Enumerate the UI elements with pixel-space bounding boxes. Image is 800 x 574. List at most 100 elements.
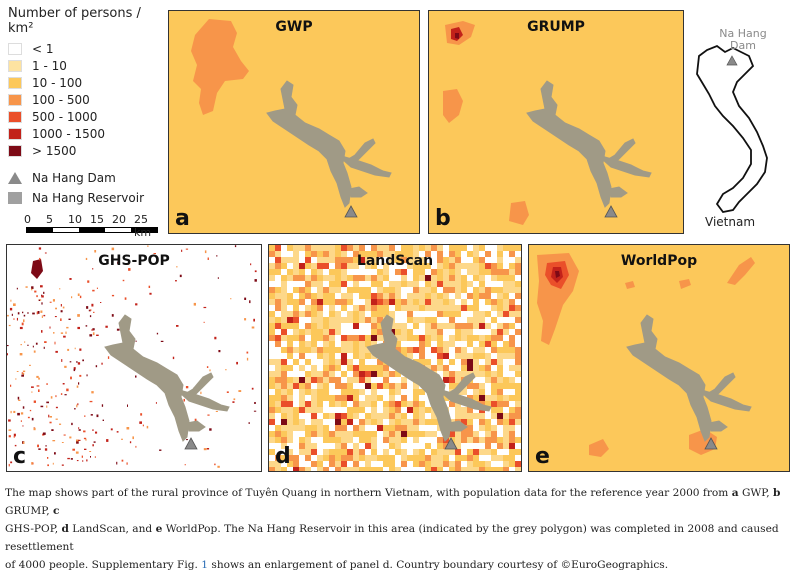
density-cell (269, 335, 275, 341)
density-cell (335, 461, 341, 467)
density-cell (317, 257, 323, 263)
density-cell (347, 275, 353, 281)
settlement-pixel (60, 304, 62, 307)
density-cell (281, 281, 287, 287)
density-cell (293, 257, 299, 263)
map-panel-gwp: GWP a (168, 10, 420, 234)
density-cell (461, 407, 467, 413)
density-cell (281, 293, 287, 299)
settlement-pixel (18, 399, 21, 401)
density-cell (389, 425, 395, 431)
density-cell (275, 365, 281, 371)
density-cell (371, 407, 377, 413)
density-cell (281, 383, 287, 389)
density-cell (497, 443, 503, 449)
density-cell (467, 323, 473, 329)
settlement-pixel (86, 374, 88, 377)
density-cell (407, 287, 413, 293)
settlement-pixel (116, 431, 119, 433)
settlement-pixel (153, 253, 156, 255)
density-cell (335, 467, 341, 471)
legend-class: 10 - 100 (8, 74, 168, 91)
settlement-pixel (49, 421, 52, 424)
density-cell (419, 323, 425, 329)
density-cell (413, 425, 419, 431)
settlement-pixel (159, 449, 162, 451)
density-cell (275, 377, 281, 383)
density-cell (281, 461, 287, 467)
density-cell (359, 347, 365, 353)
density-cell (413, 401, 419, 407)
density-cell (461, 467, 467, 471)
density-cell (479, 329, 485, 335)
density-cell (269, 419, 275, 425)
density-cell (401, 269, 407, 275)
density-cell (515, 293, 521, 299)
density-cell (287, 245, 293, 251)
density-cell (335, 335, 341, 341)
density-cell (359, 245, 365, 251)
density-cell (515, 347, 521, 353)
settlement-pixel (35, 342, 38, 345)
scale-bar-segments (26, 227, 158, 233)
density-cell (323, 437, 329, 443)
density-cell (401, 407, 407, 413)
density-cell (401, 257, 407, 263)
density-cell (287, 461, 293, 467)
settlement-pixel (8, 429, 12, 431)
density-cell (269, 455, 275, 461)
density-cell (365, 323, 371, 329)
density-cell (407, 401, 413, 407)
density-cell (317, 275, 323, 281)
density-cell (389, 443, 395, 449)
settlement-pixel (36, 295, 38, 298)
map-canvas (7, 245, 261, 471)
density-cell (281, 443, 287, 449)
density-cell (299, 299, 305, 305)
settlement-pixel (19, 326, 23, 330)
density-cell (497, 467, 503, 471)
density-cell (479, 245, 485, 251)
density-cell (335, 299, 341, 305)
density-cell (365, 311, 371, 317)
legend-class-label: 500 - 1000 (32, 109, 98, 124)
settlement-pixel (135, 375, 137, 378)
density-cell (365, 353, 371, 359)
density-cell (365, 455, 371, 461)
density-cell (377, 365, 383, 371)
density-cell (281, 365, 287, 371)
density-cell (365, 419, 371, 425)
density-cell (461, 323, 467, 329)
density-cell (395, 377, 401, 383)
density-cell (293, 389, 299, 395)
density-cell (503, 413, 509, 419)
density-cell (473, 425, 479, 431)
density-cell (275, 341, 281, 347)
density-cell (497, 449, 503, 455)
density-cell (275, 281, 281, 287)
figure-link[interactable]: 1 (201, 559, 209, 571)
density-cell (467, 383, 473, 389)
density-cell (479, 425, 485, 431)
density-cell (275, 443, 281, 449)
density-cell (335, 449, 341, 455)
density-cell (431, 419, 437, 425)
density-cell (497, 305, 503, 311)
settlement-pixel (68, 318, 71, 320)
density-cell (485, 431, 491, 437)
density-cell (371, 383, 377, 389)
density-cell (395, 317, 401, 323)
density-cell (485, 341, 491, 347)
density-cell (311, 395, 317, 401)
density-cell (515, 323, 521, 329)
density-cell (311, 281, 317, 287)
density-cell (395, 461, 401, 467)
density-cell (317, 263, 323, 269)
density-cell (479, 305, 485, 311)
density-cell (401, 275, 407, 281)
density-cell (419, 455, 425, 461)
density-cell (461, 419, 467, 425)
density-cell (353, 461, 359, 467)
density-cell (311, 365, 317, 371)
density-cell (485, 329, 491, 335)
